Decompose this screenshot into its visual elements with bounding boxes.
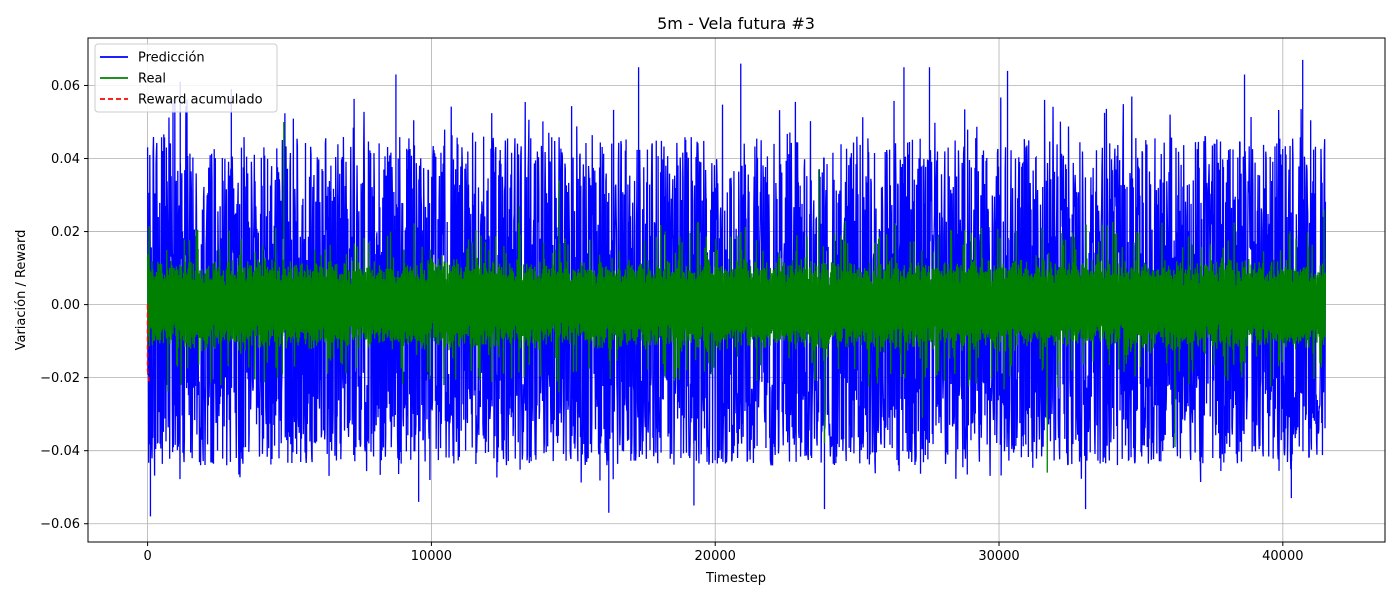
- series-real-line: [146, 122, 1327, 473]
- x-tick-label: 20000: [695, 549, 736, 564]
- series-layer: [146, 59, 1327, 517]
- y-tick-label: −0.02: [40, 371, 80, 386]
- series-reward-acumulado-line: [146, 304, 150, 382]
- y-axis-label: Variación / Reward: [14, 230, 29, 351]
- x-axis-label: Timestep: [705, 571, 766, 586]
- y-tick-label: −0.04: [40, 444, 80, 459]
- legend-label: Real: [138, 72, 166, 87]
- y-axis: −0.06 −0.04 −0.02 0.00 0.02 0.04 0.06: [40, 79, 88, 532]
- y-tick-label: −0.06: [40, 517, 80, 532]
- legend-box: [94, 43, 278, 113]
- x-tick-label: 40000: [1262, 549, 1303, 564]
- chart-title: 5m - Vela futura #3: [657, 14, 815, 33]
- y-tick-label: 0.04: [51, 152, 80, 167]
- plot-frame: [87, 37, 1386, 543]
- x-tick-label: 10000: [411, 549, 452, 564]
- legend-label: Reward acumulado: [138, 93, 263, 108]
- y-tick-label: 0.00: [51, 298, 80, 313]
- x-tick-label: 0: [143, 549, 151, 564]
- x-tick-label: 30000: [978, 549, 1019, 564]
- y-tick-label: 0.06: [51, 79, 80, 94]
- legend-label: Predicción: [138, 51, 205, 66]
- y-tick-label: 0.02: [51, 225, 80, 240]
- legend: Predicción Real Reward acumulado: [94, 43, 278, 113]
- x-axis: 0 10000 20000 30000 40000: [143, 542, 1304, 564]
